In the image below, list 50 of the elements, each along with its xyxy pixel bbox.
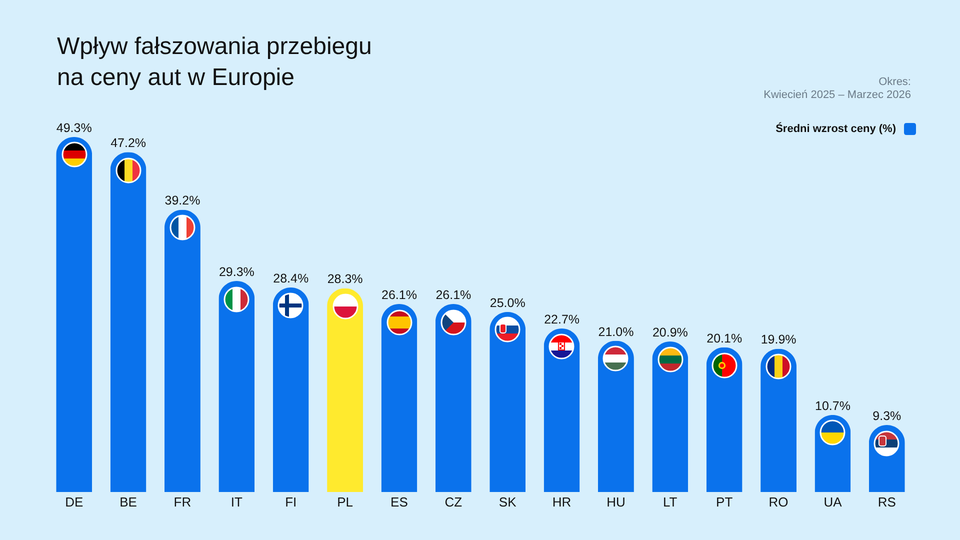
x-tick-label: FI	[285, 494, 297, 510]
x-tick-label: RO	[768, 494, 788, 510]
x-tick-label: FR	[174, 494, 192, 510]
x-tick-label: BE	[120, 494, 138, 510]
data-label: 28.4%	[273, 271, 309, 286]
data-label: 20.1%	[706, 331, 742, 346]
bar	[544, 328, 580, 492]
data-label: 19.9%	[760, 332, 796, 347]
x-tick-label: ES	[390, 494, 408, 510]
data-label: 26.1%	[381, 288, 417, 302]
text: Okres:	[878, 76, 911, 88]
data-label: 22.7%	[544, 312, 580, 327]
x-tick-label: PT	[716, 494, 733, 510]
bar	[272, 287, 309, 492]
x-tick-label: HR	[552, 494, 572, 510]
data-label: 20.9%	[652, 326, 688, 340]
data-label: 39.2%	[164, 194, 200, 208]
x-tick-label: DE	[65, 494, 84, 510]
bar	[218, 281, 255, 492]
bar	[706, 347, 742, 492]
bar	[110, 152, 146, 492]
data-label: 29.3%	[218, 265, 254, 280]
data-label: 9.3%	[872, 409, 902, 424]
bar	[381, 304, 418, 492]
x-tick-label: RS	[878, 494, 896, 510]
data-label: 28.3%	[327, 272, 363, 286]
data-label: 49.3%	[56, 121, 92, 135]
bar	[327, 288, 364, 492]
data-label: 25.0%	[490, 296, 526, 310]
bar	[164, 210, 200, 492]
data-label: 21.0%	[598, 324, 634, 339]
data-label: 26.1%	[436, 288, 472, 302]
bar	[598, 340, 634, 492]
data-label: 47.2%	[110, 136, 146, 150]
bar	[56, 137, 92, 492]
x-tick-label: SK	[498, 494, 517, 510]
bar	[490, 312, 526, 492]
data-label: 10.7%	[814, 398, 850, 413]
x-tick-label: CZ	[444, 494, 462, 510]
x-tick-label: UA	[824, 494, 842, 510]
text: Kwiecień 2025 – Marzec 2026	[764, 88, 911, 101]
bar	[652, 342, 688, 492]
chart-title: Wpływ fałszowania przebiegu na ceny aut w Europie	[57, 32, 373, 93]
x-tick-label: IT	[230, 494, 242, 510]
x-tick-label: LT	[663, 494, 678, 510]
bar	[435, 304, 472, 492]
legend-label: Średni wzrost ceny (%)	[776, 122, 896, 135]
x-tick-label: HU	[606, 494, 626, 510]
x-tick-label: PL	[337, 494, 353, 510]
bar	[760, 348, 797, 492]
